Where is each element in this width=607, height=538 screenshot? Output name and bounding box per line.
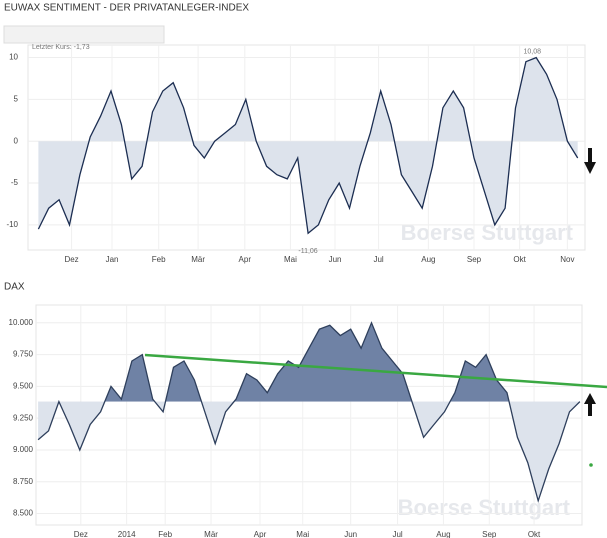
x-tick-label: Jun [329,255,342,264]
y-tick-label: 8.500 [13,509,34,518]
y-tick-label: 9.500 [13,381,34,390]
x-tick-label: 2014 [118,530,136,538]
y-tick-label: 9.750 [13,350,34,359]
x-tick-label: Apr [254,530,267,538]
line [37,321,581,504]
trend-line [144,353,607,389]
y-tick-label: 8.750 [13,477,34,486]
plot-frame [35,304,583,526]
x-tick-label: Mär [191,255,205,264]
watermark: Boerse Stuttgart [398,495,571,520]
x-tick-label: Jul [373,255,383,264]
x-tick-label: Feb [152,255,166,264]
x-tick-label: Okt [528,530,541,538]
area-above [38,322,580,402]
x-tick-label: Jul [392,530,402,538]
y-tick-label: -5 [11,178,19,187]
annotation: -11,06 [298,248,317,255]
y-tick-label: 5 [14,94,19,103]
x-tick-label: Aug [436,530,450,538]
x-tick-label: Apr [239,255,252,264]
annotation: Letzter Kurs: -1,73 [32,44,90,51]
x-tick-label: Sep [482,530,497,538]
chart-title: EUWAX SENTIMENT - DER PRIVATANLEGER-INDE… [4,3,249,14]
x-tick-label: Dez [74,530,88,538]
y-tick-label: 0 [14,136,19,145]
chart-title: DAX [4,282,25,293]
plot-frame [27,44,586,251]
area-below [38,401,580,501]
x-tick-label: Sep [467,255,482,264]
x-tick-label: Mär [204,530,218,538]
y-tick-label: 10.000 [9,318,34,327]
x-tick-label: Jun [344,530,357,538]
line [37,56,579,235]
up-arrow [584,393,596,416]
tab-bar [3,25,165,44]
x-tick-label: Dez [64,255,78,264]
x-tick-label: Okt [513,255,526,264]
x-tick-label: Jan [106,255,119,264]
down-arrow [584,148,596,174]
area-above [38,57,578,142]
area-below [38,141,578,234]
y-tick-label: -10 [6,220,18,229]
x-tick-label: Mai [296,530,309,538]
x-tick-label: Nov [560,255,574,264]
annotation: 10,08 [523,48,541,55]
x-tick-label: Feb [158,530,172,538]
y-tick-label: 9.250 [13,413,34,422]
x-tick-label: Aug [421,255,435,264]
y-tick-label: 9.000 [13,445,34,454]
x-tick-label: Mai [284,255,297,264]
y-tick-label: 10 [9,53,18,62]
dot [589,463,593,467]
watermark: Boerse Stuttgart [401,220,574,245]
